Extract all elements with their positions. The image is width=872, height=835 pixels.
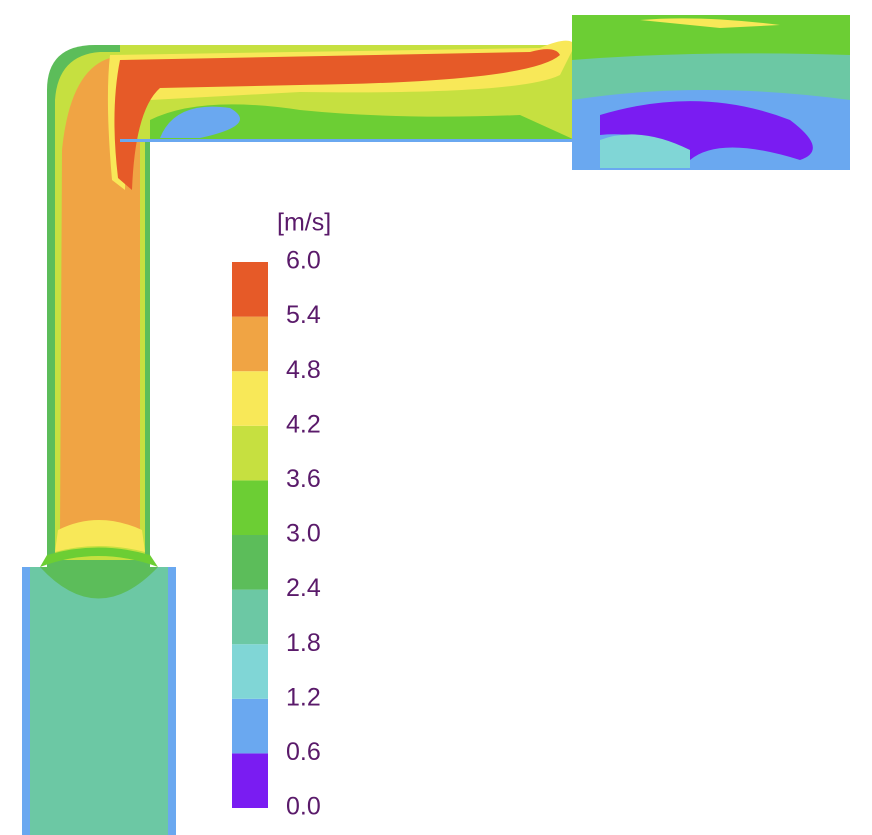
colorbar-band (232, 698, 268, 754)
colorbar-tick-label: 3.0 (286, 520, 321, 548)
colorbar-band (232, 316, 268, 372)
colorbar-tick-label: 4.8 (286, 356, 321, 384)
colorbar-band (232, 535, 268, 590)
colorbar-tick-label: 6.0 (286, 247, 321, 275)
contour-region (600, 101, 813, 160)
colorbar-tick-label: 1.2 (286, 683, 321, 711)
colorbar-tick-label: 2.4 (286, 574, 321, 602)
contour-region (150, 104, 575, 140)
wall-layer (22, 567, 30, 835)
contour-region (114, 49, 560, 190)
colorbar-band (232, 644, 268, 699)
colorbar-band (232, 480, 268, 535)
colorbar-band (232, 589, 268, 645)
colorbar-tick-label: 1.8 (286, 629, 321, 657)
contour-region (55, 520, 145, 552)
colorbar-tick-label: 3.6 (286, 465, 321, 493)
contour-region (640, 18, 780, 28)
wall-layer (168, 567, 176, 835)
colorbar: [m/s] 0.0 0.6 1.2 1.8 2.4 3.0 3.6 4.2 4.8 5.4 6.0 (232, 209, 331, 821)
inlet-pipe (22, 567, 176, 835)
colorbar-tick-label: 5.4 (286, 301, 321, 329)
colorbar-band (232, 371, 268, 426)
colorbar-tick-label: 4.2 (286, 410, 321, 438)
colorbar-tick-label: 0.0 (286, 793, 321, 821)
contour-region (40, 547, 158, 567)
velocity-contour (22, 15, 850, 835)
contour-region (600, 134, 690, 168)
contour-region (160, 106, 240, 138)
colorbar-band (232, 262, 268, 317)
colorbar-band (232, 425, 268, 481)
wall-layer (120, 139, 575, 142)
colorbar-band (232, 753, 268, 808)
contour-region (40, 567, 158, 599)
colorbar-tick-label: 0.6 (286, 738, 321, 766)
colorbar-unit: [m/s] (277, 209, 331, 237)
